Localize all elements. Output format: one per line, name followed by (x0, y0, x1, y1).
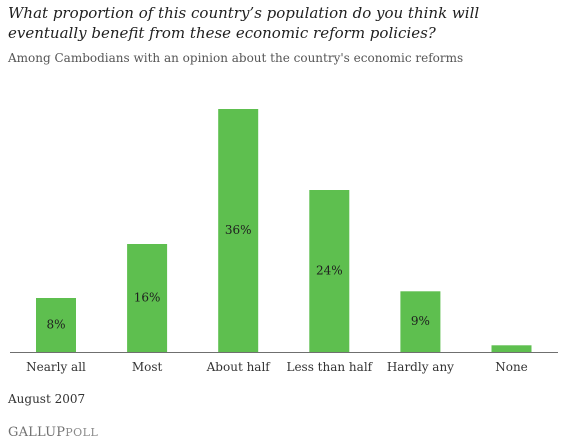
bar-hardly-any (400, 291, 441, 353)
bar-value-label-about-half: 36% (225, 223, 252, 237)
logo-main-text: GALLUP (8, 425, 66, 440)
category-label-hardly-any: Hardly any (387, 360, 454, 374)
bar-value-label-nearly-all: 8% (46, 318, 65, 332)
logo-sub-text: POLL (65, 426, 99, 439)
bar-value-labels: 8% 16% 36% 24% 9% (46, 223, 429, 332)
bar-less-than-half (309, 190, 350, 352)
bars-group (36, 109, 532, 353)
gallup-poll-logo: GALLUPPOLL (8, 425, 98, 440)
date-footnote: August 2007 (8, 392, 86, 406)
bar-value-label-less-than-half: 24% (316, 264, 343, 278)
category-label-none: None (495, 360, 528, 374)
chart-subtitle: Among Cambodians with an opinion about t… (8, 51, 464, 65)
category-label-about-half: About half (206, 360, 272, 374)
bar-most (127, 244, 168, 352)
category-label-nearly-all: Nearly all (26, 360, 86, 374)
category-label-less-than-half: Less than half (286, 360, 373, 374)
category-label-most: Most (132, 360, 163, 374)
bar-none (491, 345, 532, 353)
bar-about-half (218, 109, 259, 352)
chart-title: What proportion of this country’s popula… (8, 4, 480, 42)
bar-value-label-hardly-any: 9% (411, 314, 430, 328)
bar-nearly-all (36, 298, 76, 352)
category-labels: Nearly all Most About half Less than half Ha… (26, 360, 528, 374)
bar-value-label-most: 16% (134, 291, 161, 305)
